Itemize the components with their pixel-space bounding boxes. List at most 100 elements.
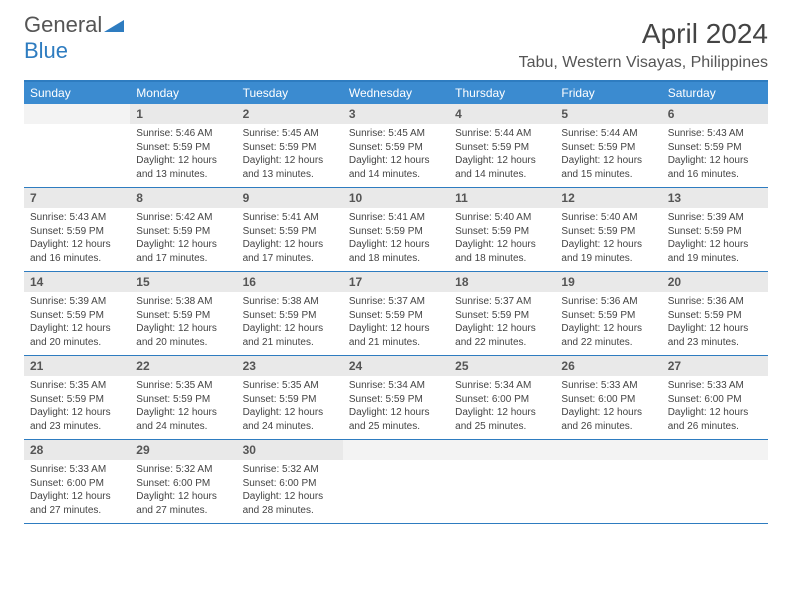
calendar-cell: 4Sunrise: 5:44 AMSunset: 5:59 PMDaylight… [449, 104, 555, 187]
calendar-week-row: 7 Sunrise: 5:43 AM Sunset: 5:59 PM Daylight… [24, 188, 768, 272]
sunrise-line: Sunrise: 5:35 AM [30, 380, 106, 391]
sunset-line: Sunset: 5:59 PM [136, 394, 210, 405]
calendar-week-row: 14Sunrise: 5:39 AMSunset: 5:59 PMDayligh… [24, 272, 768, 356]
day-details: Sunrise: 5:34 AMSunset: 6:00 PMDaylight:… [449, 376, 555, 439]
sunrise-line: Sunrise: 5:44 AM [455, 128, 531, 139]
daylight-line: Daylight: 12 hours and 26 minutes. [668, 407, 749, 432]
sunrise-line: Sunrise: 5:37 AM [349, 296, 425, 307]
daylight-line: Daylight: 12 hours and 23 minutes. [30, 407, 111, 432]
weekday-header: Sunday [24, 82, 130, 104]
day-number [555, 440, 661, 460]
daylight-line: Daylight: 12 hours and 14 minutes. [349, 155, 430, 180]
sunset-line: Sunset: 5:59 PM [30, 310, 104, 321]
day-number [343, 440, 449, 460]
sunset-line: Sunset: 6:00 PM [136, 478, 210, 489]
daylight-line: Daylight: 12 hours and 19 minutes. [668, 239, 749, 264]
sunrise-line: Sunrise: 5:32 AM [243, 464, 319, 475]
day-details: Sunrise: 5:41 AMSunset: 5:59 PMDaylight:… [343, 208, 449, 271]
day-number: 10 [343, 188, 449, 208]
day-details: Sunrise: 5:34 AMSunset: 5:59 PMDaylight:… [343, 376, 449, 439]
day-details: Sunrise: 5:45 AMSunset: 5:59 PMDaylight:… [237, 124, 343, 187]
sunset-line: Sunset: 6:00 PM [561, 394, 635, 405]
sunset-line: Sunset: 5:59 PM [243, 310, 317, 321]
day-number: 7 [24, 188, 130, 208]
sunrise-line: Sunrise: 5:34 AM [455, 380, 531, 391]
sunset-line: Sunset: 5:59 PM [668, 226, 742, 237]
day-details: Sunrise: 5:35 AMSunset: 5:59 PMDaylight:… [237, 376, 343, 439]
location-line: Tabu, Western Visayas, Philippines [519, 54, 768, 72]
sunrise-line: Sunrise: 5:32 AM [136, 464, 212, 475]
daylight-line: Daylight: 12 hours and 23 minutes. [668, 323, 749, 348]
daylight-line: Daylight: 12 hours and 17 minutes. [136, 239, 217, 264]
day-number: 1 [130, 104, 236, 124]
calendar-cell: 6Sunrise: 5:43 AMSunset: 5:59 PMDaylight… [662, 104, 768, 187]
calendar-page: General Blue April 2024 Tabu, Western Vi… [0, 0, 792, 524]
calendar-cell: 2Sunrise: 5:45 AMSunset: 5:59 PMDaylight… [237, 104, 343, 187]
brand-word-blue: Blue [24, 38, 68, 63]
day-details: Sunrise: 5:44 AMSunset: 5:59 PMDaylight:… [449, 124, 555, 187]
day-number: 18 [449, 272, 555, 292]
day-details: Sunrise: 5:42 AMSunset: 5:59 PMDaylight:… [130, 208, 236, 271]
day-number: 5 [555, 104, 661, 124]
sunrise-line: Sunrise: 5:33 AM [668, 380, 744, 391]
daylight-line: Daylight: 12 hours and 21 minutes. [349, 323, 430, 348]
calendar-cell: 21Sunrise: 5:35 AMSunset: 5:59 PMDayligh… [24, 356, 130, 439]
day-number: 13 [662, 188, 768, 208]
sunrise-line: Sunrise: 5:33 AM [30, 464, 106, 475]
day-number: 24 [343, 356, 449, 376]
day-number: 17 [343, 272, 449, 292]
day-details: Sunrise: 5:40 AMSunset: 5:59 PMDaylight:… [555, 208, 661, 271]
day-details: Sunrise: 5:33 AMSunset: 6:00 PMDaylight:… [24, 460, 130, 523]
sunset-line: Sunset: 5:59 PM [349, 226, 423, 237]
sunrise-line: Sunrise: 5:44 AM [561, 128, 637, 139]
sunrise-line: Sunrise: 5:38 AM [136, 296, 212, 307]
daylight-line: Daylight: 12 hours and 15 minutes. [561, 155, 642, 180]
daylight-line: Daylight: 12 hours and 17 minutes. [243, 239, 324, 264]
sunset-line: Sunset: 5:59 PM [349, 310, 423, 321]
sunset-line: Sunset: 5:59 PM [349, 394, 423, 405]
sunset-line: Sunset: 5:59 PM [561, 226, 635, 237]
day-details: Sunrise: 5:44 AM Sunset: 5:59 PM Daylight:… [555, 124, 661, 187]
brand-triangle-icon [104, 12, 124, 38]
calendar-cell [343, 440, 449, 523]
day-details: Sunrise: 5:37 AMSunset: 5:59 PMDaylight:… [449, 292, 555, 355]
day-details: Sunrise: 5:43 AMSunset: 5:59 PMDaylight:… [662, 124, 768, 187]
weekday-header: Friday [555, 82, 661, 104]
day-details: Sunrise: 5:38 AMSunset: 5:59 PMDaylight:… [130, 292, 236, 355]
sunset-line: Sunset: 5:59 PM [136, 310, 210, 321]
day-details [343, 460, 449, 518]
day-details: Sunrise: 5:38 AMSunset: 5:59 PMDaylight:… [237, 292, 343, 355]
calendar-cell: 29Sunrise: 5:32 AMSunset: 6:00 PMDayligh… [130, 440, 236, 523]
day-number: 11 [449, 188, 555, 208]
weekday-header: Wednesday [343, 82, 449, 104]
day-number [662, 440, 768, 460]
sunset-line: Sunset: 6:00 PM [243, 478, 317, 489]
sunset-line: Sunset: 5:59 PM [136, 142, 210, 153]
day-details: Sunrise: 5:37 AM Sunset: 5:59 PM Daylight:… [343, 292, 449, 355]
sunrise-line: Sunrise: 5:40 AM [561, 212, 637, 223]
calendar-cell: 23Sunrise: 5:35 AMSunset: 5:59 PMDayligh… [237, 356, 343, 439]
calendar-week-row: 21Sunrise: 5:35 AMSunset: 5:59 PMDayligh… [24, 356, 768, 440]
day-details: Sunrise: 5:39 AMSunset: 5:59 PMDaylight:… [662, 208, 768, 271]
calendar-week-row: 1Sunrise: 5:46 AMSunset: 5:59 PMDaylight… [24, 104, 768, 188]
brand-word-general: General [24, 12, 102, 37]
calendar-cell: 19Sunrise: 5:36 AMSunset: 5:59 PMDayligh… [555, 272, 661, 355]
sunset-line: Sunset: 5:59 PM [668, 142, 742, 153]
calendar-cell: 24Sunrise: 5:34 AMSunset: 5:59 PMDayligh… [343, 356, 449, 439]
sunset-line: Sunset: 5:59 PM [243, 142, 317, 153]
sunrise-line: Sunrise: 5:43 AM [30, 212, 106, 223]
day-details: Sunrise: 5:33 AMSunset: 6:00 PMDaylight:… [662, 376, 768, 439]
day-number: 23 [237, 356, 343, 376]
day-number: 28 [24, 440, 130, 460]
sunrise-line: Sunrise: 5:43 AM [668, 128, 744, 139]
day-details: Sunrise: 5:36 AMSunset: 5:59 PMDaylight:… [555, 292, 661, 355]
daylight-line: Daylight: 12 hours and 24 minutes. [243, 407, 324, 432]
sunset-line: Sunset: 5:59 PM [561, 142, 635, 153]
day-details: Sunrise: 5:35 AMSunset: 5:59 PMDaylight:… [24, 376, 130, 439]
day-details: Sunrise: 5:32 AMSunset: 6:00 PMDaylight:… [237, 460, 343, 523]
calendar-cell: 14Sunrise: 5:39 AMSunset: 5:59 PMDayligh… [24, 272, 130, 355]
sunset-line: Sunset: 5:59 PM [455, 310, 529, 321]
day-details: Sunrise: 5:33 AMSunset: 6:00 PMDaylight:… [555, 376, 661, 439]
sunset-line: Sunset: 5:59 PM [668, 310, 742, 321]
page-header: General Blue April 2024 Tabu, Western Vi… [24, 18, 768, 72]
